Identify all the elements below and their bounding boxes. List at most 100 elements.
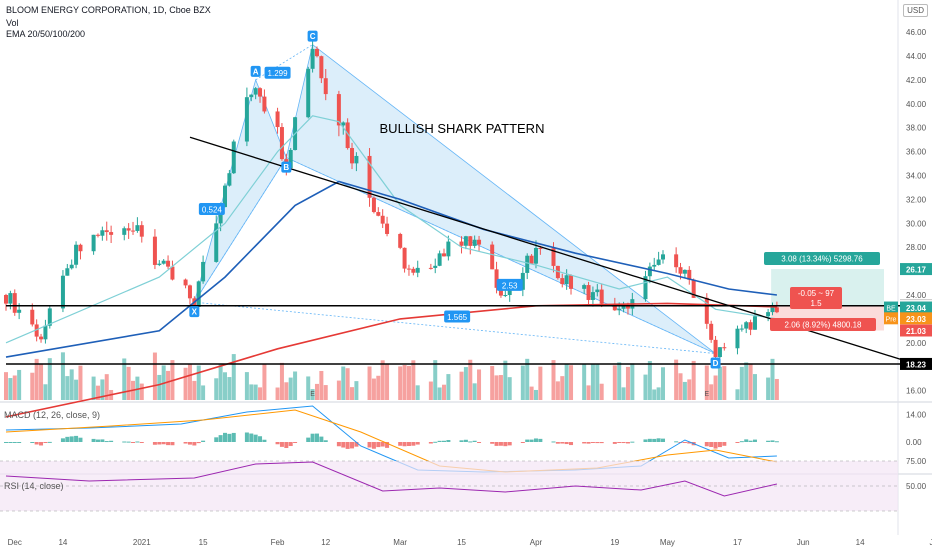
volume-bar (253, 384, 258, 400)
macd-histogram-bar (525, 439, 530, 442)
price-badge (900, 263, 932, 276)
volume-bar (582, 363, 587, 400)
rsi-tick-label: 75.00 (906, 457, 927, 466)
macd-histogram-bar (201, 440, 206, 442)
volume-bar (398, 366, 403, 400)
macd-histogram-bar (131, 442, 136, 443)
macd-histogram-bar (30, 442, 35, 443)
candle-body (744, 322, 749, 329)
macd-histogram-bar (744, 439, 749, 442)
macd-histogram-bar (95, 439, 100, 442)
macd-histogram-bar (152, 442, 157, 445)
time-tick-label: Mar (393, 538, 407, 547)
price-tick-label: 14.00 (906, 411, 927, 420)
macd-histogram-bar (227, 433, 232, 442)
macd-histogram-bar (709, 442, 714, 447)
volume-bar (223, 372, 227, 400)
volume-bar (437, 387, 442, 400)
macd-histogram-bar (529, 439, 534, 442)
candle-body (223, 185, 227, 208)
volume-bar (630, 363, 635, 400)
price-tick-label: 28.00 (906, 243, 927, 252)
macd-histogram-bar (682, 442, 687, 443)
volume-bar (69, 369, 74, 400)
volume-bar (122, 358, 127, 400)
volume-bar (625, 366, 630, 400)
volume-bar (65, 376, 70, 400)
volume-bar (643, 374, 648, 400)
candle-body (104, 230, 109, 233)
candle-body (490, 244, 495, 270)
macd-histogram-bar (687, 442, 692, 444)
price-tick-label: 38.00 (906, 124, 927, 133)
volume-bar (722, 366, 727, 400)
macd-histogram-bar (472, 440, 477, 442)
candle-body (109, 232, 114, 235)
price-tick-label: 40.00 (906, 100, 927, 109)
candle-body (152, 236, 157, 265)
candle-body (8, 293, 13, 304)
pattern-title: BULLISH SHARK PATTERN (380, 121, 545, 136)
macd-histogram-bar (126, 441, 131, 443)
macd-histogram-bar (766, 440, 771, 442)
volume-bar (284, 382, 289, 400)
volume-bar (682, 381, 687, 400)
price-badge-label: 26.17 (906, 266, 927, 275)
macd-histogram-bar (135, 441, 140, 443)
price-badge-tag-label: Pre (886, 316, 897, 323)
price-tick-label: 32.00 (906, 195, 927, 204)
volume-bar (354, 381, 359, 400)
macd-histogram-bar (551, 441, 556, 443)
macd-histogram-bar (17, 442, 22, 443)
macd-histogram-bar (69, 436, 74, 442)
candle-body (131, 230, 136, 232)
macd-histogram-bar (739, 441, 744, 443)
volume-bar (538, 366, 543, 400)
candle-body (376, 212, 381, 216)
currency-label[interactable]: USD (903, 4, 928, 17)
candle-body (336, 94, 341, 126)
candle-body (595, 289, 600, 293)
position-stop-badge (770, 318, 876, 331)
pattern-ratio-label: 2.53 (502, 281, 518, 290)
time-tick-label: Feb (271, 538, 285, 547)
price-badge (900, 312, 932, 325)
pattern-point-c (307, 30, 318, 42)
volume-bar (433, 360, 438, 400)
volume-bar (533, 389, 538, 400)
macd-histogram-bar (463, 439, 468, 442)
position-entry-badge (790, 287, 842, 309)
pattern-xb-dotted-line (194, 157, 287, 303)
volume-bar (748, 364, 753, 400)
candle-body (258, 88, 263, 97)
macd-histogram-bar (187, 442, 192, 445)
volume-bar (34, 358, 39, 400)
candle-body (279, 127, 284, 160)
candle-body (533, 247, 538, 264)
position-entry-label: 1.5 (810, 299, 822, 308)
time-tick-label: 12 (321, 538, 330, 547)
pattern-ratio-label: 1.565 (447, 313, 468, 322)
macd-histogram-bar (555, 442, 560, 444)
macd-histogram-bar (100, 439, 105, 442)
candle-body (60, 275, 65, 309)
time-tick-label: 2021 (133, 538, 151, 547)
volume-bar (218, 364, 223, 400)
volume-bar (139, 383, 144, 400)
time-tick-label: Jul (929, 538, 932, 547)
macd-histogram-bar (104, 441, 109, 443)
price-badge-label: 23.03 (906, 315, 927, 324)
candle-body (69, 264, 74, 269)
macd-histogram-bar (630, 441, 635, 443)
earnings-marker: E (704, 391, 709, 398)
macd-histogram-bar (47, 441, 52, 443)
pattern-point-label: B (283, 163, 289, 172)
candle-body (656, 259, 661, 265)
macd-histogram-bar (231, 432, 236, 442)
volume-bar (520, 365, 525, 400)
volume-bar (590, 364, 595, 400)
candle-body (100, 230, 105, 236)
price-badge (900, 324, 932, 337)
position-target-badge (764, 252, 880, 265)
